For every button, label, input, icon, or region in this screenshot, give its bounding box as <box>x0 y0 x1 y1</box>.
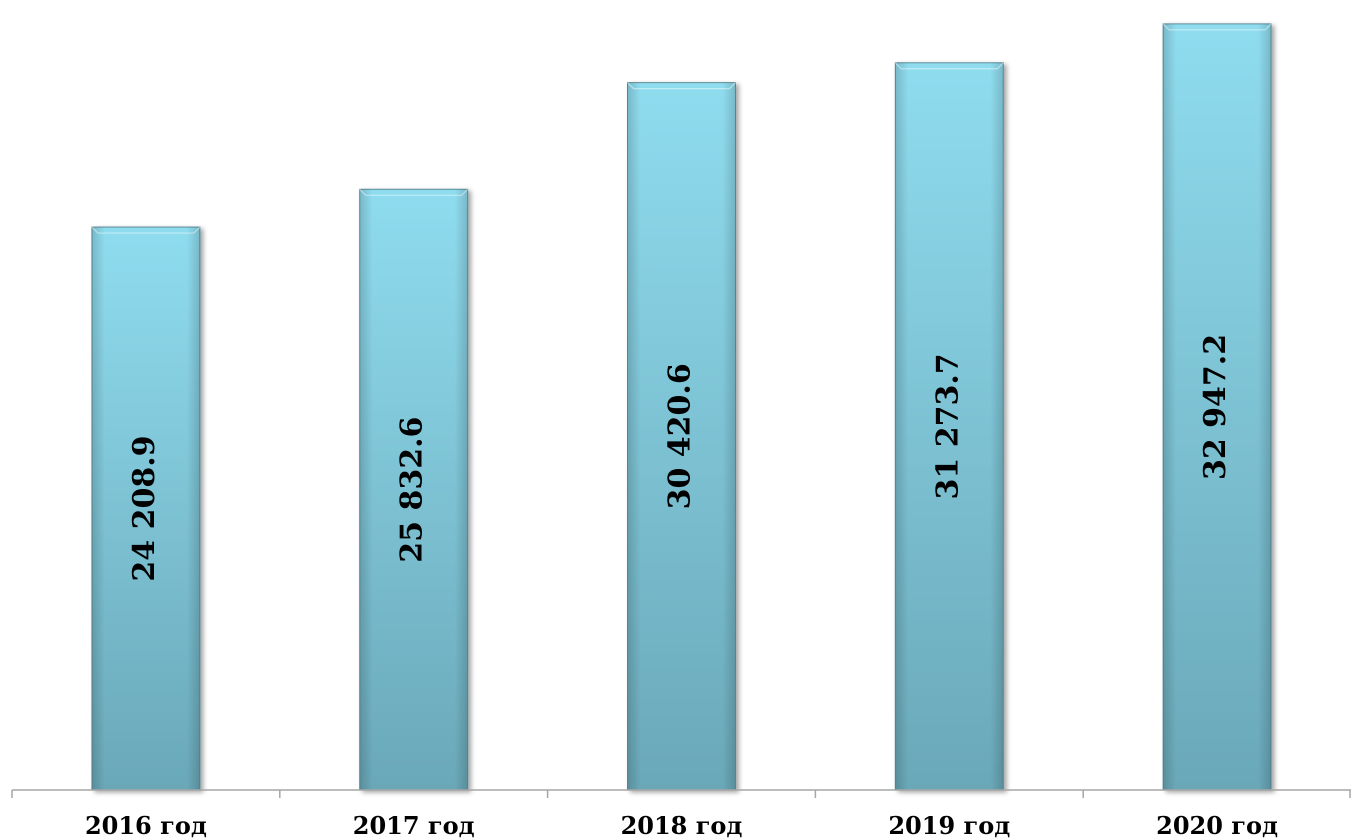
labels-layer: 24 208.9 2016 год 25 832.6 2017 год 30 420.6… <box>85 334 1278 840</box>
data-label: 31 273.7 <box>930 353 965 499</box>
data-label: 30 420.6 <box>663 363 698 509</box>
bar-group <box>1162 23 1272 791</box>
data-label: 32 947.2 <box>1198 334 1233 480</box>
data-label: 24 208.9 <box>127 435 162 581</box>
bar-bevel <box>1162 23 1272 31</box>
x-tick-label: 2017 год <box>353 811 475 840</box>
x-tick-label: 2020 год <box>1156 811 1278 840</box>
bars-layer <box>91 23 1272 791</box>
bar-bevel <box>894 62 1004 70</box>
bar-shading <box>359 189 468 790</box>
bar-bevel <box>91 226 201 234</box>
bar-group <box>894 62 1004 791</box>
bar-bevel <box>627 82 736 90</box>
bar-group <box>91 226 201 791</box>
x-tick-label: 2016 год <box>85 811 207 840</box>
bar-shading <box>627 82 736 790</box>
bar-bevel <box>359 188 469 196</box>
bar-group <box>627 82 736 791</box>
bar-shading <box>895 62 1004 791</box>
x-tick-label: 2019 год <box>888 811 1010 840</box>
x-axis <box>11 789 1351 798</box>
bar-shading <box>1163 23 1272 790</box>
x-tick-label: 2018 год <box>621 811 743 840</box>
bar-shading <box>91 227 200 791</box>
data-label: 25 832.6 <box>395 417 430 563</box>
